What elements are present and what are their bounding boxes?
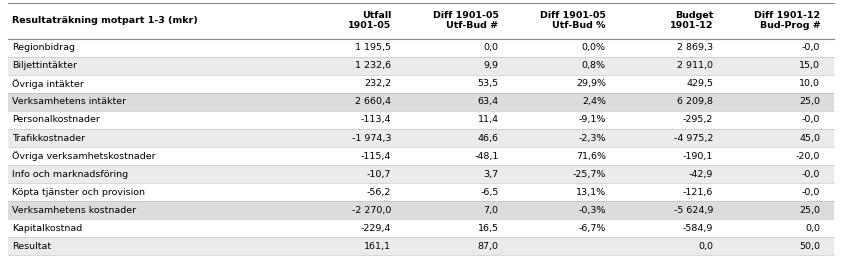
Text: Övriga verksamhetskostnader: Övriga verksamhetskostnader [12, 151, 155, 161]
Text: -6,5: -6,5 [480, 188, 498, 197]
Text: Personalkostnader: Personalkostnader [12, 116, 99, 124]
Text: -0,0: -0,0 [802, 43, 820, 52]
Text: Verksamhetens kostnader: Verksamhetens kostnader [12, 206, 136, 215]
Bar [8, 237, 834, 255]
Text: 2 869,3: 2 869,3 [677, 43, 713, 52]
Text: -42,9: -42,9 [689, 170, 713, 179]
Text: 0,0: 0,0 [698, 242, 713, 251]
Text: 0,0: 0,0 [806, 224, 820, 233]
Text: -113,4: -113,4 [360, 116, 392, 124]
Text: Köpta tjänster och provision: Köpta tjänster och provision [12, 188, 145, 197]
Text: Verksamhetens intäkter: Verksamhetens intäkter [12, 98, 125, 106]
Text: 429,5: 429,5 [686, 79, 713, 88]
Text: -0,0: -0,0 [802, 188, 820, 197]
Bar [8, 147, 834, 165]
Text: 11,4: 11,4 [477, 116, 498, 124]
Text: -5 624,9: -5 624,9 [674, 206, 713, 215]
Text: 232,2: 232,2 [365, 79, 392, 88]
Text: -25,7%: -25,7% [573, 170, 606, 179]
Text: 16,5: 16,5 [477, 224, 498, 233]
Bar [8, 183, 834, 201]
Text: 0,0: 0,0 [483, 43, 498, 52]
Text: -0,0: -0,0 [802, 116, 820, 124]
Text: 2,4%: 2,4% [582, 98, 606, 106]
Text: -1 974,3: -1 974,3 [352, 134, 392, 142]
Bar [8, 129, 834, 147]
Text: 45,0: 45,0 [799, 134, 820, 142]
Text: 7,0: 7,0 [483, 206, 498, 215]
Text: 15,0: 15,0 [799, 61, 820, 70]
Text: 0,0%: 0,0% [582, 43, 606, 52]
Text: 0,8%: 0,8% [582, 61, 606, 70]
Text: 63,4: 63,4 [477, 98, 498, 106]
Text: 71,6%: 71,6% [576, 152, 606, 160]
Text: -0,0: -0,0 [802, 170, 820, 179]
Text: -10,7: -10,7 [367, 170, 392, 179]
Bar [8, 3, 834, 39]
Bar [8, 75, 834, 93]
Text: 25,0: 25,0 [799, 206, 820, 215]
Text: Resultat: Resultat [12, 242, 51, 251]
Text: Utfall
1901-05: Utfall 1901-05 [348, 11, 392, 30]
Text: -295,2: -295,2 [683, 116, 713, 124]
Text: 2 911,0: 2 911,0 [677, 61, 713, 70]
Text: -0,3%: -0,3% [578, 206, 606, 215]
Text: 50,0: 50,0 [799, 242, 820, 251]
Text: Budget
1901-12: Budget 1901-12 [669, 11, 713, 30]
Text: 29,9%: 29,9% [576, 79, 606, 88]
Text: Info och marknadsföring: Info och marknadsföring [12, 170, 128, 179]
Text: -115,4: -115,4 [361, 152, 392, 160]
Text: -121,6: -121,6 [683, 188, 713, 197]
Text: Kapitalkostnad: Kapitalkostnad [12, 224, 82, 233]
Text: Diff 1901-05
Utf-Bud #: Diff 1901-05 Utf-Bud # [433, 11, 498, 30]
Text: -229,4: -229,4 [361, 224, 392, 233]
Bar [8, 111, 834, 129]
Text: Biljettintäkter: Biljettintäkter [12, 61, 77, 70]
Text: 10,0: 10,0 [799, 79, 820, 88]
Text: -56,2: -56,2 [367, 188, 392, 197]
Text: -584,9: -584,9 [683, 224, 713, 233]
Text: Regionbidrag: Regionbidrag [12, 43, 75, 52]
Text: -2 270,0: -2 270,0 [352, 206, 392, 215]
Text: -48,1: -48,1 [474, 152, 498, 160]
Text: Övriga intäkter: Övriga intäkter [12, 79, 83, 89]
Text: -20,0: -20,0 [796, 152, 820, 160]
Text: 6 209,8: 6 209,8 [677, 98, 713, 106]
Bar [8, 165, 834, 183]
Bar [8, 219, 834, 237]
Text: 1 232,6: 1 232,6 [355, 61, 392, 70]
Bar [8, 201, 834, 219]
Text: -190,1: -190,1 [683, 152, 713, 160]
Bar [8, 93, 834, 111]
Text: 161,1: 161,1 [365, 242, 392, 251]
Bar [8, 39, 834, 57]
Text: Diff 1901-05
Utf-Bud %: Diff 1901-05 Utf-Bud % [540, 11, 606, 30]
Text: 46,6: 46,6 [477, 134, 498, 142]
Text: Trafikkostnader: Trafikkostnader [12, 134, 85, 142]
Text: 25,0: 25,0 [799, 98, 820, 106]
Text: -4 975,2: -4 975,2 [674, 134, 713, 142]
Text: 53,5: 53,5 [477, 79, 498, 88]
Text: 87,0: 87,0 [477, 242, 498, 251]
Text: -2,3%: -2,3% [578, 134, 606, 142]
Bar [8, 57, 834, 75]
Text: 9,9: 9,9 [483, 61, 498, 70]
Text: Diff 1901-12
Bud-Prog #: Diff 1901-12 Bud-Prog # [754, 11, 820, 30]
Text: -9,1%: -9,1% [578, 116, 606, 124]
Text: 13,1%: 13,1% [576, 188, 606, 197]
Text: Resultaträkning motpart 1-3 (mkr): Resultaträkning motpart 1-3 (mkr) [12, 16, 198, 25]
Text: -6,7%: -6,7% [578, 224, 606, 233]
Text: 2 660,4: 2 660,4 [355, 98, 392, 106]
Text: 3,7: 3,7 [483, 170, 498, 179]
Text: 1 195,5: 1 195,5 [355, 43, 392, 52]
